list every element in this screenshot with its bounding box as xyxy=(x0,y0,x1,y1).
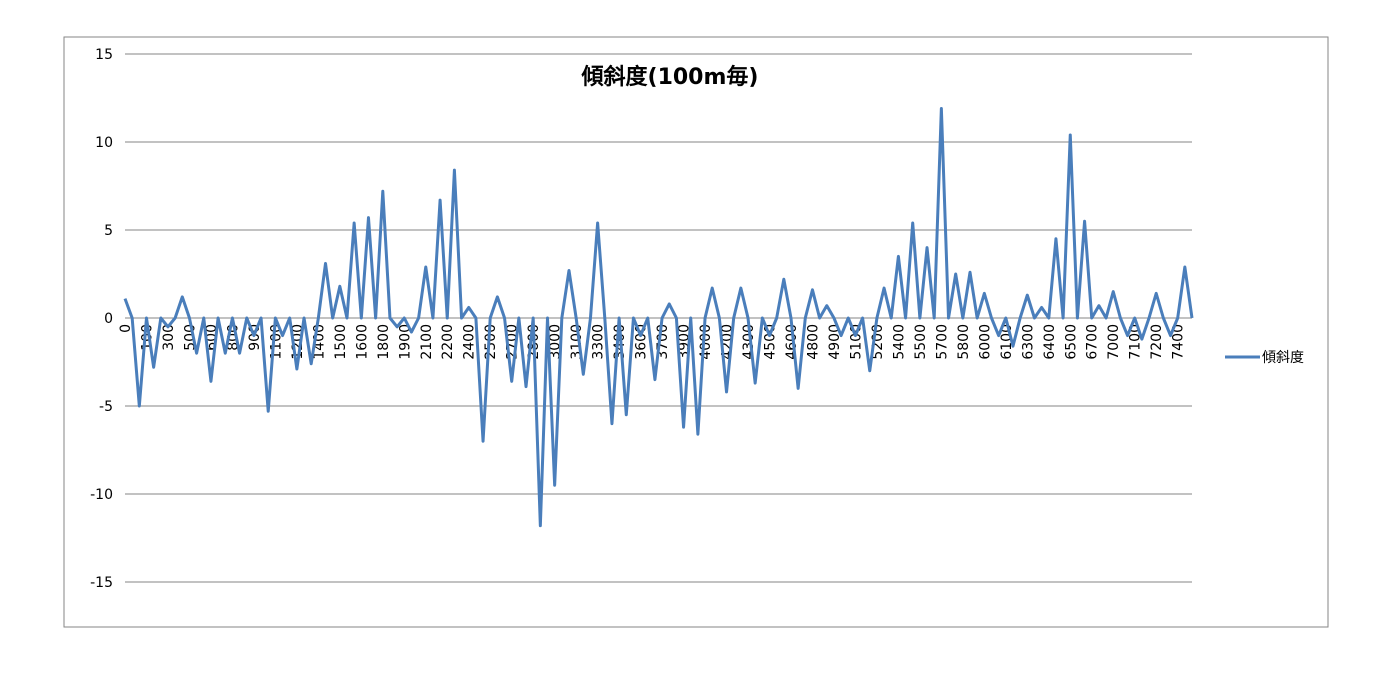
x-tick-label: 7400 xyxy=(1171,324,1187,360)
data-line xyxy=(123,107,1194,528)
x-tick-label: 5800 xyxy=(956,324,972,360)
x-tick-label: 1900 xyxy=(397,324,413,360)
x-tick-label: 6700 xyxy=(1085,324,1101,360)
x-tick-label: 2200 xyxy=(440,324,456,360)
x-tick-label: 6300 xyxy=(1020,324,1036,360)
x-tick-label: 2400 xyxy=(462,324,478,360)
x-tick-label: 1800 xyxy=(376,324,392,360)
x-tick-label: 4000 xyxy=(698,324,714,360)
x-tick-label: 300 xyxy=(161,324,177,351)
x-tick-label: 5100 xyxy=(848,324,864,360)
chart-title: 傾斜度(100m毎) xyxy=(581,64,759,90)
x-tick-label: 5400 xyxy=(891,324,907,360)
x-tick-label: 6500 xyxy=(1063,324,1079,360)
y-tick-label: -10 xyxy=(90,487,113,503)
x-tick-label: 6400 xyxy=(1042,324,1058,360)
x-tick-label: 1100 xyxy=(268,324,284,360)
x-tick-label: 4500 xyxy=(762,324,778,360)
x-tick-label: 7200 xyxy=(1149,324,1165,360)
x-tick-label: 2500 xyxy=(483,324,499,360)
x-tick-label: 5500 xyxy=(913,324,929,360)
y-tick-label: 10 xyxy=(95,135,113,151)
x-tick-label: 0 xyxy=(118,324,134,333)
x-tick-label: 5700 xyxy=(934,324,950,360)
y-tick-label: -15 xyxy=(90,575,113,591)
x-tick-label: 1600 xyxy=(354,324,370,360)
x-tick-label: 7000 xyxy=(1106,324,1122,360)
x-tick-label: 4800 xyxy=(805,324,821,360)
x-tick-label: 4900 xyxy=(827,324,843,360)
x-tick-label: 3300 xyxy=(591,324,607,360)
legend-label: 傾斜度 xyxy=(1262,350,1304,366)
y-tick-label: -5 xyxy=(99,399,113,415)
x-tick-label: 6000 xyxy=(977,324,993,360)
y-tick-label: 15 xyxy=(95,47,113,63)
y-tick-label: 0 xyxy=(104,311,113,327)
y-tick-label: 5 xyxy=(104,223,113,239)
x-tick-label: 1500 xyxy=(333,324,349,360)
x-tick-label: 2100 xyxy=(419,324,435,360)
x-tick-label: 3600 xyxy=(634,324,650,360)
